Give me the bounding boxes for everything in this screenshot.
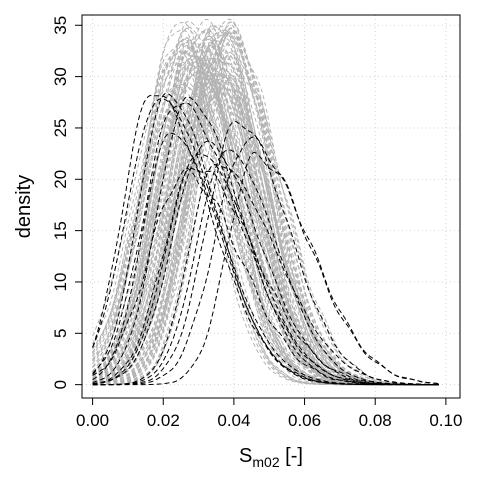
gray-curve xyxy=(92,97,439,386)
x-axis-title-main: S xyxy=(239,445,252,467)
y-axis-title: density xyxy=(13,175,35,238)
gray-curve xyxy=(92,67,439,386)
y-tick-label: 5 xyxy=(51,329,70,338)
gray-curve xyxy=(92,84,439,386)
gray-curve xyxy=(92,40,439,386)
x-tick-label: 0.08 xyxy=(359,411,392,430)
x-tick-label: 0.04 xyxy=(217,411,250,430)
gray-curve xyxy=(92,75,439,386)
x-tick-label: 0.02 xyxy=(147,411,180,430)
black-curve xyxy=(92,153,439,386)
gray-curve xyxy=(92,32,439,386)
gray-curve xyxy=(92,47,439,386)
black-curve xyxy=(92,120,439,386)
y-tick-label: 10 xyxy=(51,273,70,292)
x-axis: 0.00 0.02 0.04 0.06 0.08 0.10 xyxy=(76,398,462,430)
x-tick-label: 0.10 xyxy=(429,411,462,430)
black-curve xyxy=(92,140,439,386)
black-curve xyxy=(92,152,439,386)
x-axis-title-unit: [-] xyxy=(280,445,303,467)
gray-curve xyxy=(92,47,439,386)
y-axis: 0 5 10 15 20 25 30 35 xyxy=(51,16,82,389)
y-tick-label: 20 xyxy=(51,170,70,189)
plot-frame xyxy=(81,14,461,399)
gray-curve xyxy=(92,74,439,386)
y-tick-label: 15 xyxy=(51,221,70,240)
x-axis-title: Sm02 [-] xyxy=(239,445,303,470)
x-axis-title-subscript: m02 xyxy=(252,454,279,470)
black-curve xyxy=(92,96,439,386)
gray-curve xyxy=(92,32,439,386)
black-curve xyxy=(92,136,439,386)
y-tick-label: 35 xyxy=(51,16,70,35)
gray-curve xyxy=(92,74,439,386)
black-curve xyxy=(92,168,439,386)
gray-curve xyxy=(92,41,439,386)
gray-curve xyxy=(92,59,439,386)
gray-curve xyxy=(92,59,439,386)
black-curve xyxy=(92,167,439,386)
y-tick-label: 0 xyxy=(51,380,70,389)
gray-curve xyxy=(92,78,439,386)
gray-curve xyxy=(92,78,439,386)
x-tick-label: 0.00 xyxy=(76,411,109,430)
black-curve-group xyxy=(92,92,439,386)
gray-curve xyxy=(92,40,439,386)
gray-curve xyxy=(92,45,439,386)
y-tick-label: 25 xyxy=(51,118,70,137)
y-tick-label: 30 xyxy=(51,67,70,86)
x-tick-label: 0.06 xyxy=(288,411,321,430)
